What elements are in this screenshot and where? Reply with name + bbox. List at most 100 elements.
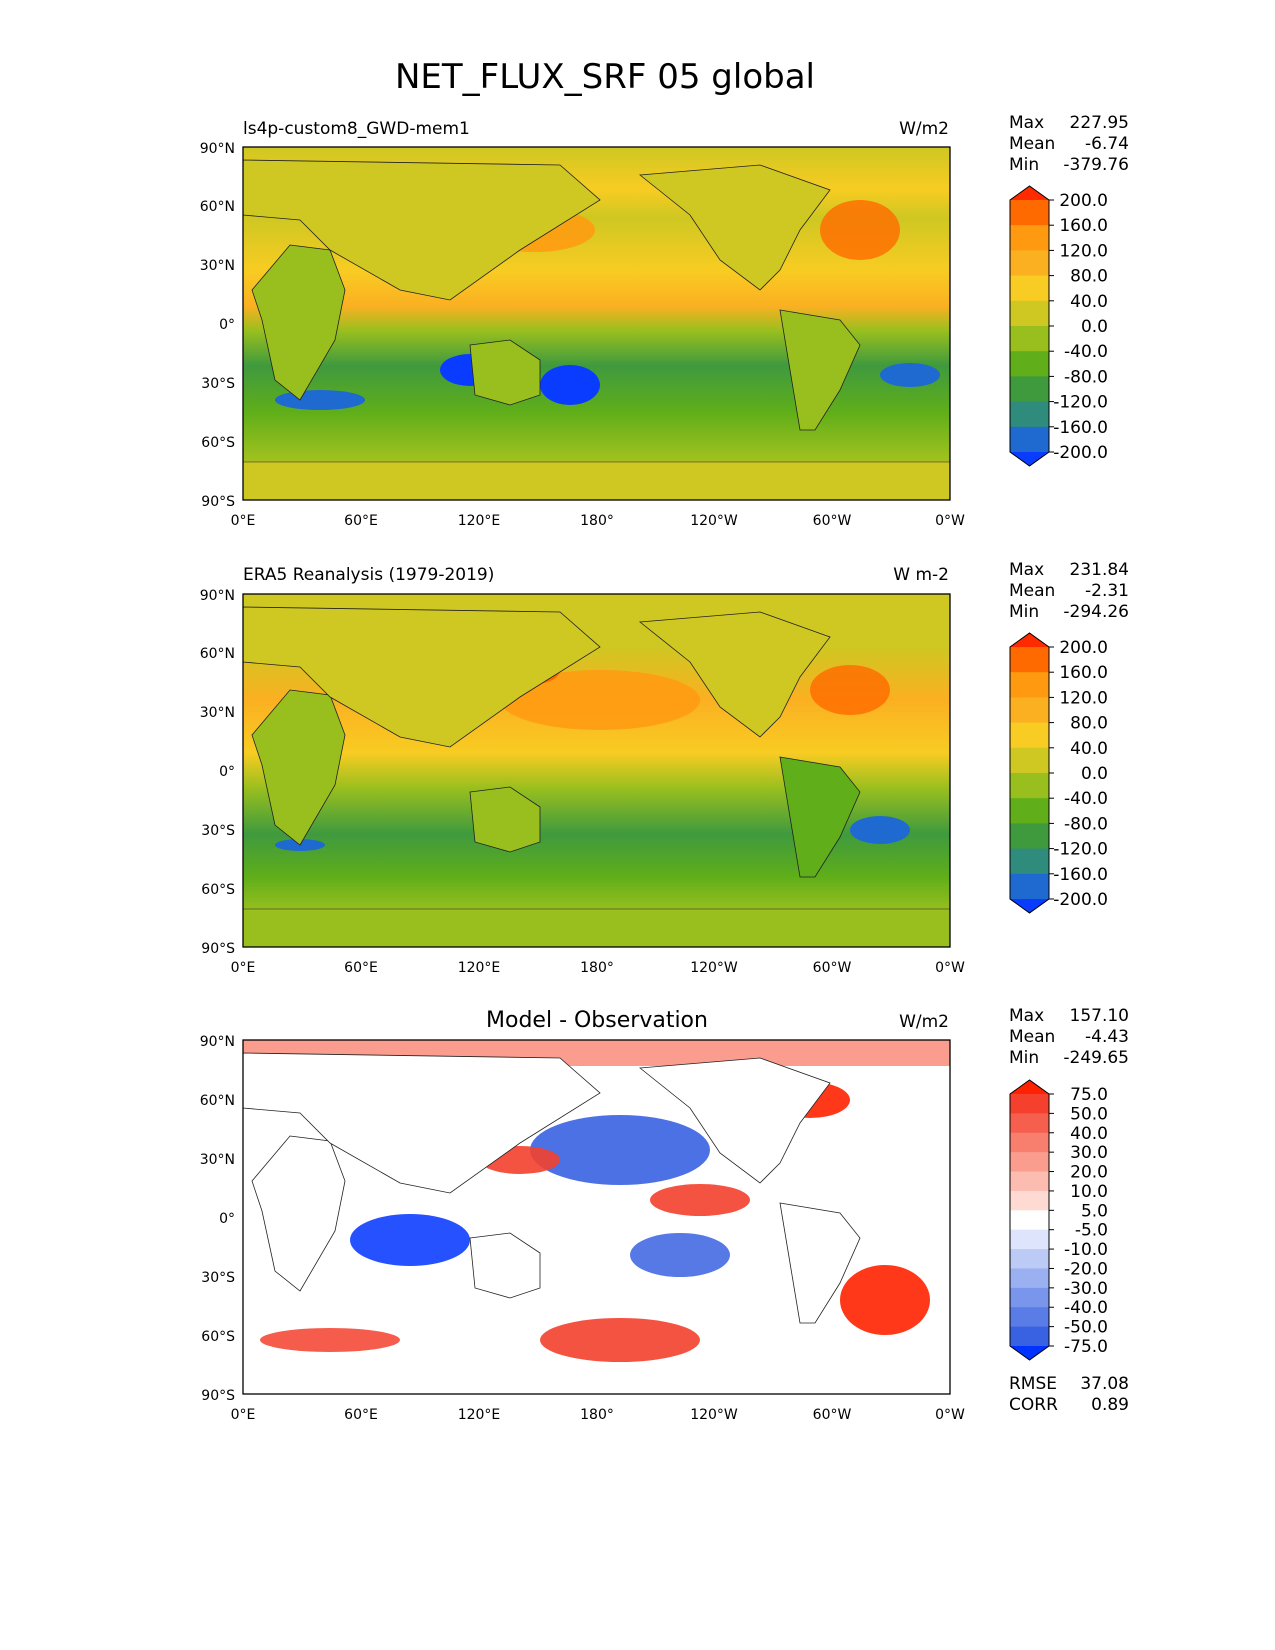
colorbar-swatch xyxy=(1010,300,1049,327)
panel-model-xtick: 60°W xyxy=(813,513,852,529)
panel-model-xtick: 60°E xyxy=(344,513,378,529)
panel-obs-max-label: Max xyxy=(1009,560,1044,580)
panel-diff-blob-s-atlantic xyxy=(840,1265,930,1335)
panel-diff-max-label: Max xyxy=(1009,1006,1044,1026)
panel-obs-eurasia xyxy=(242,606,601,748)
panel-model-ytick: 0° xyxy=(219,317,235,333)
colorbar-level-label: -80.0 xyxy=(1064,814,1108,834)
colorbar-swatch xyxy=(1010,672,1049,698)
colorbar-level-label: 120.0 xyxy=(1059,688,1108,708)
colorbar-level-label: -160.0 xyxy=(1053,418,1108,438)
panel-obs-xtick: 120°W xyxy=(690,960,738,976)
colorbar-swatch xyxy=(1010,773,1049,799)
colorbar-level-label: -5.0 xyxy=(1075,1221,1108,1241)
colorbar-level-label: -120.0 xyxy=(1053,393,1108,413)
panel-diff-frame xyxy=(242,1039,951,1395)
colorbar-extend-bottom xyxy=(1010,452,1049,466)
panel-model-xtick: 0°E xyxy=(231,513,256,529)
panel-diff-mean: -4.43 xyxy=(1085,1027,1129,1047)
panel-obs-blob-s-atlantic xyxy=(850,816,910,844)
panel-model-blob-atlantic xyxy=(820,200,900,260)
panel-diff-y-axis: 90°N 60°N 30°N 0° 30°S 60°S 90°S xyxy=(200,1034,235,1404)
panel-obs-stats: Max 231.84 Mean -2.31 Min -294.26 xyxy=(1009,560,1129,622)
colorbar-level-label: 30.0 xyxy=(1070,1143,1108,1163)
colorbar-level-label: 40.0 xyxy=(1070,292,1108,312)
rmse-label: RMSE xyxy=(1009,1374,1057,1394)
colorbar-level-label: -80.0 xyxy=(1064,367,1108,387)
colorbar-level-label: 5.0 xyxy=(1081,1201,1108,1221)
colorbar-swatch xyxy=(1010,200,1049,226)
panel-model-map xyxy=(242,146,951,501)
panel-model-ytick: 60°N xyxy=(200,199,235,215)
figure-title: NET_FLUX_SRF 05 global xyxy=(395,57,815,97)
panel-obs-ytick: 60°N xyxy=(200,646,235,662)
panel-model-x-axis: 0°E 60°E 120°E 180° 120°W 60°W 0°W xyxy=(231,513,965,529)
panel-obs-subtitle: ERA5 Reanalysis (1979-2019) xyxy=(243,565,494,585)
panel-diff-units: W/m2 xyxy=(899,1012,949,1032)
panel-model-n-america xyxy=(638,164,831,291)
panel-obs: ERA5 Reanalysis (1979-2019) W m-2 90°N 6… xyxy=(200,560,1129,976)
panel-obs-xtick: 60°E xyxy=(344,960,378,976)
panel-model-xtick: 0°W xyxy=(935,513,965,529)
panel-model-max: 227.95 xyxy=(1070,113,1129,133)
panel-obs-mean-label: Mean xyxy=(1009,581,1055,601)
colorbar-swatch xyxy=(1010,1307,1049,1328)
colorbar-level-label: -160.0 xyxy=(1053,865,1108,885)
colorbar-level-label: 80.0 xyxy=(1070,714,1108,734)
colorbar-swatch xyxy=(1010,1171,1049,1192)
colorbar-level-label: 160.0 xyxy=(1059,663,1108,683)
colorbar-extend-top xyxy=(1010,633,1049,647)
panel-diff-blob-s-pacific xyxy=(630,1233,730,1277)
panel-diff-n-america xyxy=(638,1057,831,1184)
colorbar-level-label: 40.0 xyxy=(1070,1124,1108,1144)
colorbar-level-label: 200.0 xyxy=(1059,638,1108,658)
panel-diff-mean-label: Mean xyxy=(1009,1027,1055,1047)
colorbar-swatch xyxy=(1010,1210,1049,1231)
corr-value: 0.89 xyxy=(1091,1395,1129,1415)
colorbar-level-label: -40.0 xyxy=(1064,342,1108,362)
colorbar-level-label: -40.0 xyxy=(1064,1298,1108,1318)
panel-model-ytick: 90°S xyxy=(201,494,235,510)
colorbar-swatch xyxy=(1010,798,1049,824)
panel-diff-blob-sw-indian xyxy=(260,1328,400,1352)
rmse-value: 37.08 xyxy=(1080,1374,1129,1394)
panel-diff-map xyxy=(242,1039,951,1395)
colorbar-swatch xyxy=(1010,1132,1049,1153)
panel-obs-frame xyxy=(242,593,951,948)
panel-model-ytick: 60°S xyxy=(201,435,235,451)
colorbar-level-label: 20.0 xyxy=(1070,1163,1108,1183)
colorbar-level-label: 160.0 xyxy=(1059,216,1108,236)
panel-model-max-label: Max xyxy=(1009,113,1044,133)
colorbar-swatch xyxy=(1010,1287,1049,1308)
colorbar-swatch xyxy=(1010,1268,1049,1289)
colorbar-swatch xyxy=(1010,1113,1049,1134)
colorbar-swatch xyxy=(1010,697,1049,724)
panel-diff-ytick: 90°N xyxy=(200,1034,235,1050)
panel-model-min: -379.76 xyxy=(1063,155,1129,175)
panel-diff-ytick: 60°S xyxy=(201,1329,235,1345)
colorbar-swatch xyxy=(1010,1229,1049,1250)
colorbar-swatch xyxy=(1010,1094,1049,1114)
panel-model-blob-s-indian xyxy=(275,390,365,410)
colorbar-level-label: 10.0 xyxy=(1070,1182,1108,1202)
panel-obs-ytick: 30°S xyxy=(201,823,235,839)
panel-diff-xtick: 0°E xyxy=(231,1407,256,1423)
panel-obs-xtick: 0°W xyxy=(935,960,965,976)
panel-diff-xtick: 60°E xyxy=(344,1407,378,1423)
colorbar-swatch xyxy=(1010,351,1049,377)
panel-diff-ytick: 30°N xyxy=(200,1152,235,1168)
panel-diff-s-america xyxy=(779,1202,861,1324)
panel-diff-max: 157.10 xyxy=(1070,1006,1129,1026)
panel-diff-africa xyxy=(251,1135,346,1292)
panel-diff-ytick: 90°S xyxy=(201,1388,235,1404)
colorbar-extend-bottom xyxy=(1010,1346,1049,1360)
panel-model-ytick: 30°N xyxy=(200,258,235,274)
panel-diff-x-axis: 0°E 60°E 120°E 180° 120°W 60°W 0°W xyxy=(231,1407,965,1423)
colorbar-swatch xyxy=(1010,1152,1049,1173)
panel-diff-ytick: 0° xyxy=(219,1211,235,1227)
panel-model-blob-s-atlantic xyxy=(880,363,940,387)
panel-model-xtick: 180° xyxy=(580,513,614,529)
panel-obs-mean: -2.31 xyxy=(1085,581,1129,601)
panel-obs-antarctica xyxy=(242,908,951,948)
panel-diff-blob-indian xyxy=(350,1214,470,1266)
